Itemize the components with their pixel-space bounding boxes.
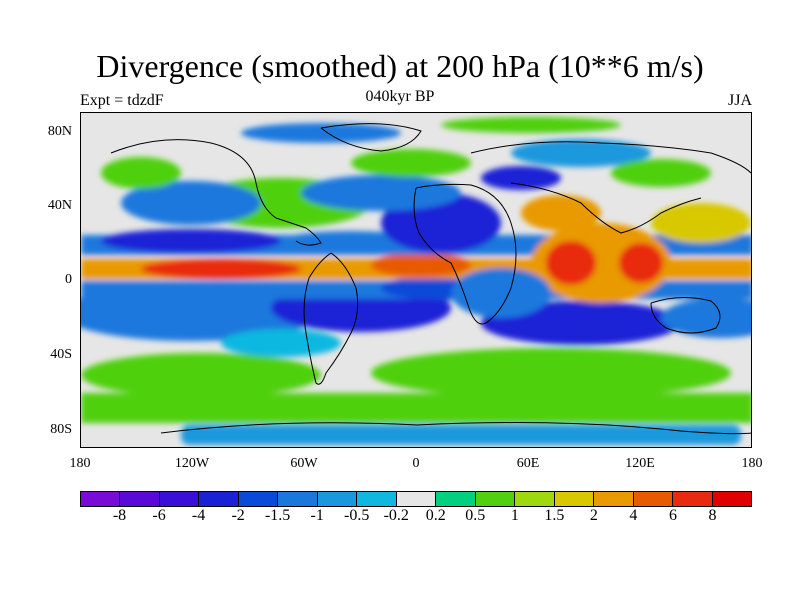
colorbar-swatch xyxy=(396,492,437,506)
colorbar-tick-label: 4 xyxy=(629,507,638,524)
colorbar-tick-label: 0.5 xyxy=(465,507,486,524)
lat-label-0: 0 xyxy=(65,272,72,287)
divergence-map xyxy=(80,112,752,448)
colorbar-tick-label: -1.5 xyxy=(264,507,291,524)
colorbar-swatch xyxy=(159,492,200,506)
colorbar-swatch xyxy=(712,492,751,506)
lon-label-60w: 60W xyxy=(290,456,318,471)
colorbar-tick-label: -6 xyxy=(152,507,166,524)
lat-label-80n: 80N xyxy=(47,124,72,139)
colorbar-swatch xyxy=(633,492,674,506)
colorbar-swatch xyxy=(278,492,318,506)
lat-label-40n: 40N xyxy=(47,198,72,213)
colorbar-swatch xyxy=(357,492,397,506)
period-label: 040kyr BP xyxy=(365,88,435,105)
colorbar-swatch xyxy=(436,492,476,506)
colorbar-swatch xyxy=(475,492,516,506)
colorbar-swatch xyxy=(238,492,279,506)
lon-label-60e: 60E xyxy=(516,456,540,471)
colorbar xyxy=(80,491,752,507)
colorbar-tick-label: 1 xyxy=(510,507,519,524)
colorbar-swatch xyxy=(515,492,555,506)
colorbar-tick-label: -1 xyxy=(310,507,324,524)
divergence-field xyxy=(81,117,751,445)
lat-label-80s: 80S xyxy=(50,422,72,437)
colorbar-tick-label: -8 xyxy=(112,507,127,524)
lon-label-120e: 120E xyxy=(625,456,655,471)
colorbar-tick-label: -0.2 xyxy=(383,507,409,524)
colorbar-tick-label: 8 xyxy=(708,507,717,524)
colorbar-tick-label: 6 xyxy=(668,507,677,524)
colorbar-tick-label: 1.5 xyxy=(544,507,565,524)
colorbar-tick-label: -0.5 xyxy=(344,507,370,524)
lon-label-180e: 180 xyxy=(741,456,763,471)
experiment-label: Expt = tdzdF xyxy=(80,92,164,109)
colorbar-swatch xyxy=(317,492,358,506)
season-label: JJA xyxy=(727,92,752,109)
map-canvas xyxy=(81,113,751,447)
colorbar-swatch xyxy=(594,492,634,506)
colorbar-swatch xyxy=(199,492,239,506)
colorbar-tick-label: 0.2 xyxy=(425,507,446,524)
colorbar-tick-label: -2 xyxy=(231,507,245,524)
lon-label-0: 0 xyxy=(412,456,420,471)
lat-label-40s: 40S xyxy=(50,347,72,362)
map-title: Divergence (smoothed) at 200 hPa (10**6 … xyxy=(96,48,704,84)
coastlines xyxy=(110,123,751,435)
colorbar-tick-label: 2 xyxy=(589,507,598,524)
lon-label-120w: 120W xyxy=(174,456,210,471)
colorbar-swatch xyxy=(673,492,713,506)
lon-label-180w: 180 xyxy=(69,456,91,471)
colorbar-tick-label: -4 xyxy=(191,507,206,524)
colorbar-swatch xyxy=(81,492,121,506)
colorbar-swatch xyxy=(554,492,595,506)
colorbar-swatch xyxy=(120,492,160,506)
